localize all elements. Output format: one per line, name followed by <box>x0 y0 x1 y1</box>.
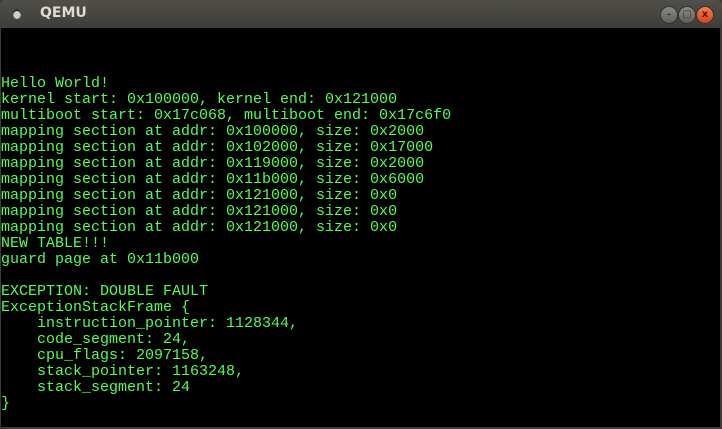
console-line: mapping section at addr: 0x100000, size:… <box>1 123 425 140</box>
console-line: ExceptionStackFrame { <box>1 299 191 316</box>
console-line <box>1 44 720 60</box>
minimize-button[interactable]: – <box>660 6 678 24</box>
console-line: NEW TABLE!!! <box>1 235 110 252</box>
console-line: instruction_pointer: 1128344, <box>1 315 299 332</box>
console-line <box>1 60 720 76</box>
console-line: mapping section at addr: 0x119000, size:… <box>1 155 425 172</box>
console-line: multiboot start: 0x17c068, multiboot end… <box>1 107 452 124</box>
console-line: stack_segment: 24 <box>1 379 191 396</box>
vm-display[interactable]: Hello World! kernel start: 0x100000, kern… <box>1 28 720 427</box>
console-line: kernel start: 0x100000, kernel end: 0x12… <box>1 91 398 108</box>
maximize-button[interactable]: □ <box>678 6 696 24</box>
close-button[interactable]: x <box>696 6 714 24</box>
console-line: EXCEPTION: DOUBLE FAULT <box>1 283 209 300</box>
console-line: mapping section at addr: 0x121000, size:… <box>1 203 398 220</box>
console-line <box>1 268 720 284</box>
console-line: stack_pointer: 1163248, <box>1 363 245 380</box>
console-line: mapping section at addr: 0x102000, size:… <box>1 139 434 156</box>
console-line: guard page at 0x11b000 <box>1 251 200 268</box>
console-line: } <box>1 395 11 412</box>
console-line: code_segment: 24, <box>1 331 191 348</box>
window-title: QEMU <box>40 5 87 21</box>
console-line: Hello World! <box>1 75 110 92</box>
console-line: cpu_flags: 2097158, <box>1 347 209 364</box>
console-output: Hello World! kernel start: 0x100000, kern… <box>1 28 720 412</box>
console-line: mapping section at addr: 0x121000, size:… <box>1 187 398 204</box>
console-line <box>1 28 720 44</box>
qemu-app-icon <box>13 9 21 19</box>
title-bar[interactable]: QEMU – □ x <box>0 0 722 28</box>
console-line: mapping section at addr: 0x121000, size:… <box>1 219 398 236</box>
console-line: mapping section at addr: 0x11b000, size:… <box>1 171 425 188</box>
